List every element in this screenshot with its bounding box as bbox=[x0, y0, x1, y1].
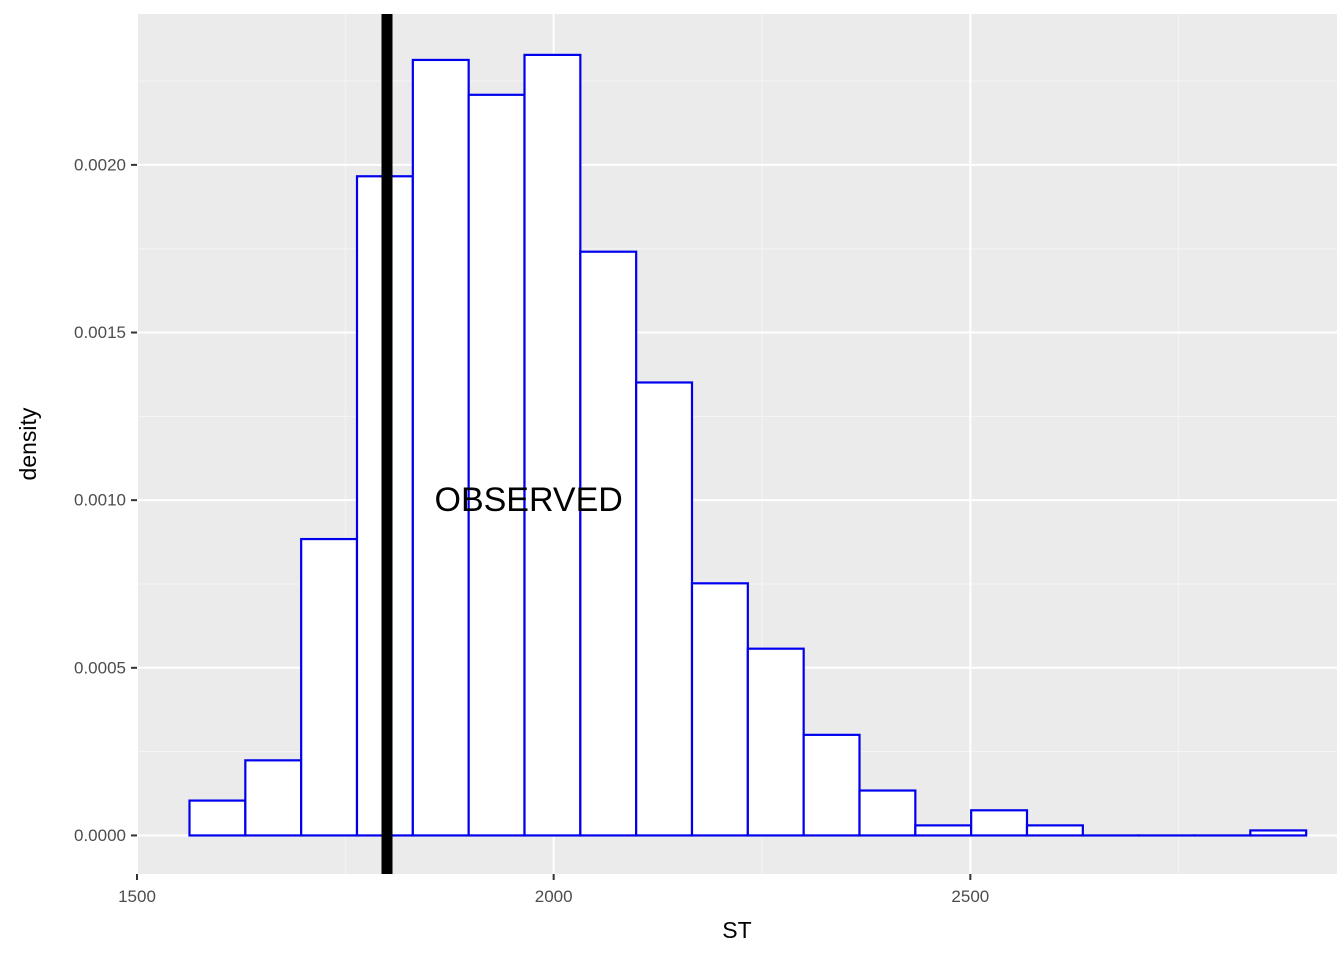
y-axis-title: density bbox=[15, 407, 41, 480]
x-tick-label: 2000 bbox=[535, 887, 573, 906]
x-axis-title: ST bbox=[722, 917, 751, 943]
histogram-bar bbox=[914, 824, 973, 837]
observed-annotation: OBSERVED bbox=[435, 481, 623, 519]
histogram-bar bbox=[802, 733, 861, 837]
x-tick-label: 1500 bbox=[118, 887, 156, 906]
histogram-bars bbox=[188, 53, 1308, 837]
histogram-bar bbox=[635, 381, 694, 837]
histogram-bar bbox=[746, 647, 805, 837]
y-tick-label: 0.0000 bbox=[74, 826, 126, 845]
y-tick-label: 0.0010 bbox=[74, 491, 126, 510]
histogram-bar bbox=[1025, 824, 1084, 837]
x-tick-label: 2500 bbox=[951, 887, 989, 906]
histogram-bar bbox=[1249, 829, 1308, 837]
y-axis: 0.0000 0.0005 0.0010 0.0015 0.0020 bbox=[74, 155, 137, 845]
x-axis: 1500 2000 2500 bbox=[118, 874, 989, 906]
histogram-bar bbox=[411, 58, 470, 837]
y-tick-label: 0.0015 bbox=[74, 323, 126, 342]
y-tick-label: 0.0020 bbox=[74, 155, 126, 174]
histogram-bar bbox=[858, 789, 917, 837]
histogram-bar bbox=[690, 582, 749, 837]
histogram-bar bbox=[579, 250, 638, 837]
histogram-bar bbox=[188, 799, 247, 837]
histogram-bar bbox=[467, 93, 526, 837]
histogram-bar bbox=[244, 759, 303, 837]
y-tick-label: 0.0005 bbox=[74, 658, 126, 677]
histogram-bar bbox=[300, 537, 359, 837]
histogram-bar bbox=[970, 809, 1029, 837]
histogram-bar bbox=[523, 53, 582, 837]
